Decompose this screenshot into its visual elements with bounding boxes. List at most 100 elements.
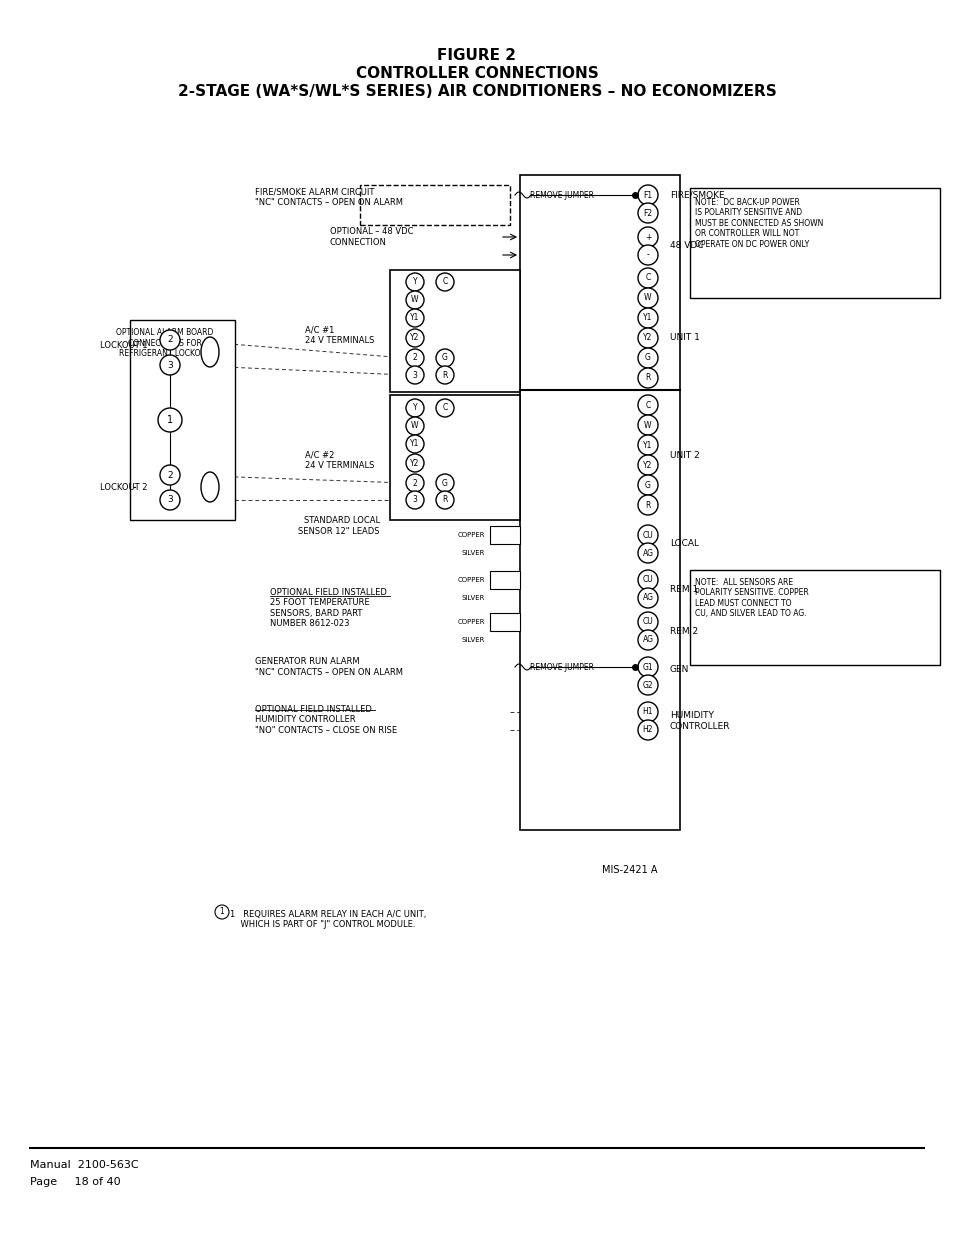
Text: Y: Y bbox=[413, 278, 416, 287]
Text: AG: AG bbox=[641, 636, 653, 645]
Circle shape bbox=[638, 495, 658, 515]
Text: F2: F2 bbox=[642, 209, 652, 217]
Circle shape bbox=[638, 588, 658, 608]
Circle shape bbox=[638, 525, 658, 545]
Text: R: R bbox=[442, 370, 447, 379]
Circle shape bbox=[638, 308, 658, 329]
Text: 2: 2 bbox=[413, 478, 416, 488]
Circle shape bbox=[638, 288, 658, 308]
Text: FIRE/SMOKE ALARM CIRCUIT
"NC" CONTACTS – OPEN ON ALARM: FIRE/SMOKE ALARM CIRCUIT "NC" CONTACTS –… bbox=[254, 188, 402, 206]
Text: W: W bbox=[411, 295, 418, 305]
Circle shape bbox=[638, 348, 658, 368]
Text: OPTIONAL – 48 VDC
CONNECTION: OPTIONAL – 48 VDC CONNECTION bbox=[330, 227, 413, 247]
Text: 1: 1 bbox=[167, 415, 172, 425]
Circle shape bbox=[638, 676, 658, 695]
Circle shape bbox=[406, 329, 423, 347]
Text: MIS-2421 A: MIS-2421 A bbox=[601, 864, 657, 876]
Text: 2: 2 bbox=[167, 336, 172, 345]
Text: REMOVE JUMPER: REMOVE JUMPER bbox=[530, 662, 594, 672]
Text: W: W bbox=[411, 421, 418, 431]
Text: CU: CU bbox=[642, 531, 653, 540]
Text: 3: 3 bbox=[412, 495, 417, 505]
Text: COPPER: COPPER bbox=[457, 532, 484, 538]
Circle shape bbox=[406, 350, 423, 367]
Circle shape bbox=[638, 571, 658, 590]
Text: OPTIONAL FIELD INSTALLED
25 FOOT TEMPERATURE
SENSORS, BARD PART
NUMBER 8612-023: OPTIONAL FIELD INSTALLED 25 FOOT TEMPERA… bbox=[270, 588, 387, 629]
Text: 3: 3 bbox=[412, 370, 417, 379]
Text: CONTROLLER CONNECTIONS: CONTROLLER CONNECTIONS bbox=[355, 65, 598, 80]
Bar bbox=[390, 270, 519, 391]
Text: F1: F1 bbox=[642, 190, 652, 200]
Circle shape bbox=[406, 454, 423, 472]
Bar bbox=[689, 188, 939, 298]
Text: Y1: Y1 bbox=[410, 314, 419, 322]
Text: H2: H2 bbox=[642, 725, 653, 735]
Text: A/C #1
24 V TERMINALS: A/C #1 24 V TERMINALS bbox=[305, 325, 374, 345]
Text: 2: 2 bbox=[167, 471, 172, 479]
Text: CU: CU bbox=[642, 576, 653, 584]
Text: Y1: Y1 bbox=[410, 440, 419, 448]
Text: OPTIONAL FIELD INSTALLED
HUMIDITY CONTROLLER
"NO" CONTACTS – CLOSE ON RISE: OPTIONAL FIELD INSTALLED HUMIDITY CONTRO… bbox=[254, 705, 396, 735]
Text: R: R bbox=[442, 495, 447, 505]
Text: W: W bbox=[643, 420, 651, 430]
Circle shape bbox=[436, 350, 454, 367]
Circle shape bbox=[160, 466, 180, 485]
Text: REMOVE JUMPER: REMOVE JUMPER bbox=[530, 190, 594, 200]
Bar bbox=[689, 571, 939, 664]
Circle shape bbox=[406, 273, 423, 291]
Text: UNIT 1: UNIT 1 bbox=[669, 333, 700, 342]
Text: Y: Y bbox=[413, 404, 416, 412]
Text: LOCAL: LOCAL bbox=[669, 540, 699, 548]
Circle shape bbox=[406, 399, 423, 417]
Circle shape bbox=[160, 330, 180, 350]
Text: 1: 1 bbox=[219, 908, 224, 916]
Text: H1: H1 bbox=[642, 708, 653, 716]
Bar bbox=[359, 185, 510, 225]
Text: REM 2: REM 2 bbox=[669, 626, 698, 636]
Bar bbox=[390, 395, 519, 520]
Circle shape bbox=[406, 435, 423, 453]
Circle shape bbox=[406, 366, 423, 384]
Text: SILVER: SILVER bbox=[461, 595, 484, 601]
Circle shape bbox=[638, 245, 658, 266]
Text: 48 VDC: 48 VDC bbox=[669, 242, 702, 251]
Text: 2: 2 bbox=[413, 353, 416, 363]
Circle shape bbox=[638, 630, 658, 650]
Circle shape bbox=[638, 720, 658, 740]
Text: NOTE:  DC BACK-UP POWER
IS POLARITY SENSITIVE AND
MUST BE CONNECTED AS SHOWN
OR : NOTE: DC BACK-UP POWER IS POLARITY SENSI… bbox=[695, 198, 822, 248]
Circle shape bbox=[638, 454, 658, 475]
Circle shape bbox=[406, 291, 423, 309]
Text: AG: AG bbox=[641, 548, 653, 557]
Bar bbox=[490, 613, 519, 631]
Text: Y2: Y2 bbox=[642, 333, 652, 342]
Text: NOTE:  ALL SENSORS ARE
POLARITY SENSITIVE. COPPER
LEAD MUST CONNECT TO
CU, AND S: NOTE: ALL SENSORS ARE POLARITY SENSITIVE… bbox=[695, 578, 808, 619]
Circle shape bbox=[436, 366, 454, 384]
Circle shape bbox=[638, 435, 658, 454]
Ellipse shape bbox=[201, 472, 219, 501]
Text: 3: 3 bbox=[167, 495, 172, 505]
Circle shape bbox=[406, 417, 423, 435]
Circle shape bbox=[638, 543, 658, 563]
Text: C: C bbox=[644, 273, 650, 283]
Text: G: G bbox=[644, 353, 650, 363]
Text: W: W bbox=[643, 294, 651, 303]
Bar bbox=[490, 526, 519, 543]
Text: +: + bbox=[644, 232, 651, 242]
Circle shape bbox=[638, 368, 658, 388]
Text: G: G bbox=[441, 353, 448, 363]
Circle shape bbox=[638, 657, 658, 677]
Text: GEN: GEN bbox=[669, 666, 689, 674]
Text: 2-STAGE (WA*S/WL*S SERIES) AIR CONDITIONERS – NO ECONOMIZERS: 2-STAGE (WA*S/WL*S SERIES) AIR CONDITION… bbox=[177, 84, 776, 99]
Text: Y1: Y1 bbox=[642, 441, 652, 450]
Ellipse shape bbox=[201, 337, 219, 367]
Circle shape bbox=[638, 185, 658, 205]
Text: 1   REQUIRES ALARM RELAY IN EACH A/C UNIT,
    WHICH IS PART OF "J" CONTROL MODU: 1 REQUIRES ALARM RELAY IN EACH A/C UNIT,… bbox=[230, 910, 426, 930]
Text: UNIT 2: UNIT 2 bbox=[669, 451, 699, 459]
Text: Y2: Y2 bbox=[410, 333, 419, 342]
Circle shape bbox=[160, 354, 180, 375]
Text: COPPER: COPPER bbox=[457, 619, 484, 625]
Text: CU: CU bbox=[642, 618, 653, 626]
Text: STANDARD LOCAL
SENSOR 12" LEADS: STANDARD LOCAL SENSOR 12" LEADS bbox=[298, 516, 379, 536]
Text: Y2: Y2 bbox=[642, 461, 652, 469]
Circle shape bbox=[638, 227, 658, 247]
